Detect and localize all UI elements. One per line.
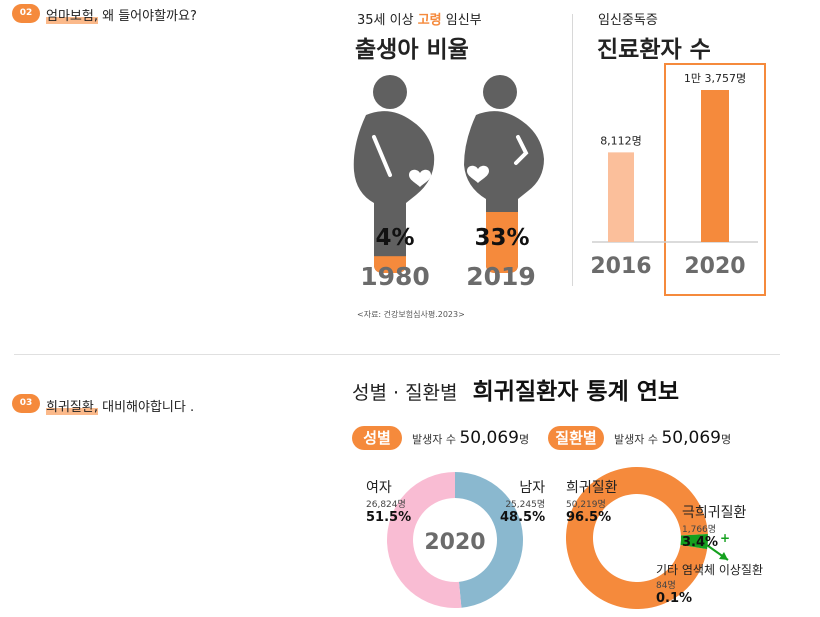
bar-category-2020: 2020 [684, 254, 745, 279]
female-label: 여자 26,824명 51.5% [366, 477, 411, 525]
ultra-rare-pct: 3.4% [682, 535, 719, 550]
source-note: <자료: 건강보험심사평.2023> [357, 310, 465, 319]
disease-stat-unit: 명 [720, 433, 732, 446]
arrow-icon: + [693, 531, 730, 561]
ultra-rare-count: 1,766명 [682, 525, 717, 535]
birth-pct-2019: 33% [474, 225, 530, 251]
other-label: 기타 염색체 이상질환 84명 0.1% [656, 561, 763, 606]
bar-value-label-2020: 1만 3,757명 [684, 72, 746, 85]
highlight-frame [664, 63, 766, 296]
rare-pct: 96.5% [566, 510, 612, 525]
section-number-badge: 02 [12, 4, 40, 23]
other-count: 84명 [656, 581, 676, 591]
bar-2020 [701, 90, 729, 242]
donut-slice-ultra-rare [680, 533, 708, 550]
rare-count: 50,219명 [566, 500, 606, 510]
vertical-divider [572, 14, 573, 286]
gender-stat-label: 발생자 수 [412, 433, 456, 446]
disease-stat-label: 발생자 수 [614, 433, 658, 446]
birth-year-2019: 2019 [466, 262, 536, 291]
female-name: 여자 [366, 480, 392, 496]
male-pct: 48.5% [500, 510, 546, 525]
female-pct: 51.5% [366, 510, 412, 525]
pregnant-figures-illustration [353, 75, 544, 274]
gender-donut-chart: 2020 [387, 472, 523, 608]
rare-name: 희귀질환 [566, 480, 618, 496]
addiction-bar-chart: 8,112명 1만 3,757명 2016 2020 [590, 63, 766, 296]
birth-year-1980: 1980 [360, 262, 430, 291]
birth-subtitle-pre: 35세 이상 [357, 13, 418, 28]
disease-donut-chart [566, 467, 708, 609]
headline-text: 왜 들어야할까요? [97, 9, 197, 24]
heart-icon [467, 165, 489, 183]
addiction-subtitle: 임신중독증 [598, 13, 658, 28]
male-count: 25,245명 [505, 500, 546, 510]
bar-category-2016: 2016 [590, 254, 651, 279]
birth-subtitle-post: 임신부 [441, 13, 482, 28]
headline-highlight: 엄마보험, [46, 9, 98, 24]
section-number-badge: 03 [12, 394, 40, 413]
ultra-rare-name: 극희귀질환 [682, 505, 747, 521]
gender-stat: 발생자 수 50,069명 [412, 428, 529, 448]
disease-stat: 발생자 수 50,069명 [614, 428, 731, 448]
male-label: 남자 25,245명 48.5% [500, 477, 545, 525]
birth-title: 출생아 비율 [355, 37, 469, 63]
other-pct: 0.1% [656, 591, 693, 606]
disease-pill: 질환별 [548, 426, 604, 450]
headline-highlight: 희귀질환, [46, 400, 98, 415]
gender-stat-value: 50,069 [459, 428, 519, 448]
addiction-title: 진료환자 수 [597, 37, 711, 63]
birth-pct-1980: 4% [375, 225, 415, 251]
section-divider [14, 354, 780, 355]
donut-slice-male [455, 472, 523, 608]
plus-icon: + [720, 531, 730, 545]
stats-title-bold: 희귀질환자 통계 연보 [472, 379, 680, 405]
gender-pill: 성별 [352, 426, 402, 450]
stats-title-light: 성별 · 질환별 [352, 382, 458, 404]
birth-subtitle: 35세 이상 고령 임신부 [357, 9, 482, 28]
ultra-rare-label: 극희귀질환 1,766명 3.4% [682, 502, 746, 550]
heart-icon [409, 169, 431, 187]
section-headline: 엄마보험, 왜 들어야할까요? [46, 5, 197, 24]
donut-slice-female [387, 472, 462, 608]
gender-stat-unit: 명 [518, 433, 530, 446]
donut-center-year: 2020 [424, 530, 485, 555]
birth-subtitle-accent: 고령 [417, 13, 442, 28]
female-count: 26,824명 [366, 500, 406, 510]
headline-text: 대비해야합니다 . [97, 400, 195, 415]
donut-slice-rare [566, 467, 708, 609]
rare-label: 희귀질환 50,219명 96.5% [566, 477, 618, 525]
bar-value-label-2016: 8,112명 [600, 134, 642, 147]
section-headline: 희귀질환, 대비해야합니다 . [46, 396, 194, 415]
stats-title: 성별 · 질환별 희귀질환자 통계 연보 [352, 372, 679, 406]
disease-stat-value: 50,069 [661, 428, 721, 448]
male-name: 남자 [519, 480, 546, 496]
bar-2016 [608, 152, 634, 242]
other-name: 기타 염색체 이상질환 [656, 563, 763, 577]
